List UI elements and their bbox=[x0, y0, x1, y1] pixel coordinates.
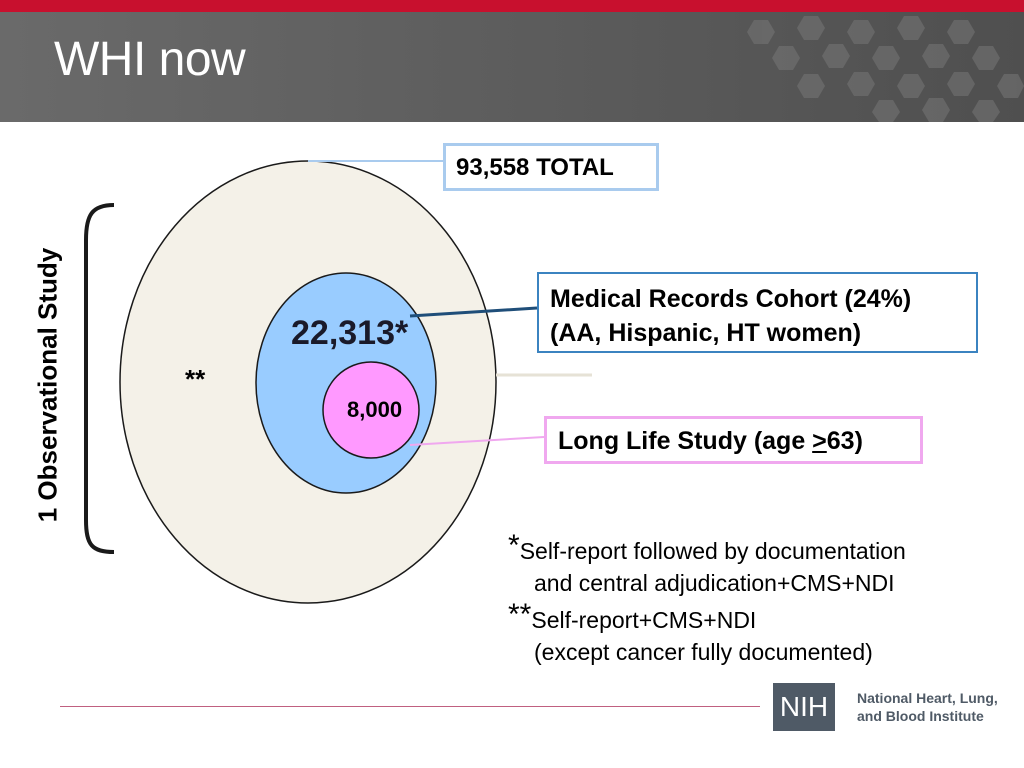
total-callout: 93,558 TOTAL bbox=[443, 143, 659, 191]
footnote-2-line1: **Self-report+CMS+NDI bbox=[508, 599, 906, 636]
observational-study-label: 1 Observational Study bbox=[32, 247, 63, 523]
footnotes: *Self-report followed by documentation a… bbox=[508, 530, 906, 668]
outer-circle-label: ** bbox=[185, 364, 206, 394]
bracket bbox=[84, 203, 115, 554]
middle-circle-label: 22,313* bbox=[291, 314, 409, 352]
title-banner: WHI now bbox=[0, 12, 1024, 122]
footnote-2-line2: (except cancer fully documented) bbox=[534, 639, 873, 665]
long-life-suffix: 63) bbox=[826, 427, 863, 455]
long-life-callout: Long Life Study (age >63) bbox=[544, 416, 923, 464]
inner-circle-label: 8,000 bbox=[347, 397, 403, 422]
hexagon-pattern-icon bbox=[747, 16, 1024, 122]
footnote-2-marker: ** bbox=[508, 598, 532, 631]
institute-name-line1: National Heart, Lung, bbox=[857, 690, 998, 706]
long-life-prefix: Long Life Study (age bbox=[558, 427, 813, 455]
medical-records-line1: Medical Records Cohort (24%) bbox=[550, 285, 912, 313]
inner-circle bbox=[322, 361, 420, 459]
footnote-2-text: Self-report+CMS+NDI bbox=[531, 607, 757, 633]
slide-title: WHI now bbox=[54, 33, 246, 86]
long-life-symbol: > bbox=[812, 427, 827, 455]
footer-divider bbox=[60, 706, 760, 707]
footnote-1-marker: * bbox=[508, 529, 520, 562]
medical-records-line2: (AA, Hispanic, HT women) bbox=[550, 319, 862, 347]
top-accent-bar bbox=[0, 0, 1024, 12]
footnote-1-text: Self-report followed by documentation bbox=[519, 538, 906, 564]
institute-name-line2: and Blood Institute bbox=[857, 708, 984, 724]
medical-connector bbox=[409, 306, 538, 318]
medical-records-callout: Medical Records Cohort (24%) (AA, Hispan… bbox=[537, 272, 978, 353]
nih-logo: NIH bbox=[773, 683, 835, 731]
footnote-1-line2: and central adjudication+CMS+NDI bbox=[534, 570, 895, 596]
long-life-connector bbox=[409, 436, 545, 446]
institute-name: National Heart, Lung, and Blood Institut… bbox=[857, 689, 998, 725]
footnote-1-line1: *Self-report followed by documentation bbox=[508, 530, 906, 567]
